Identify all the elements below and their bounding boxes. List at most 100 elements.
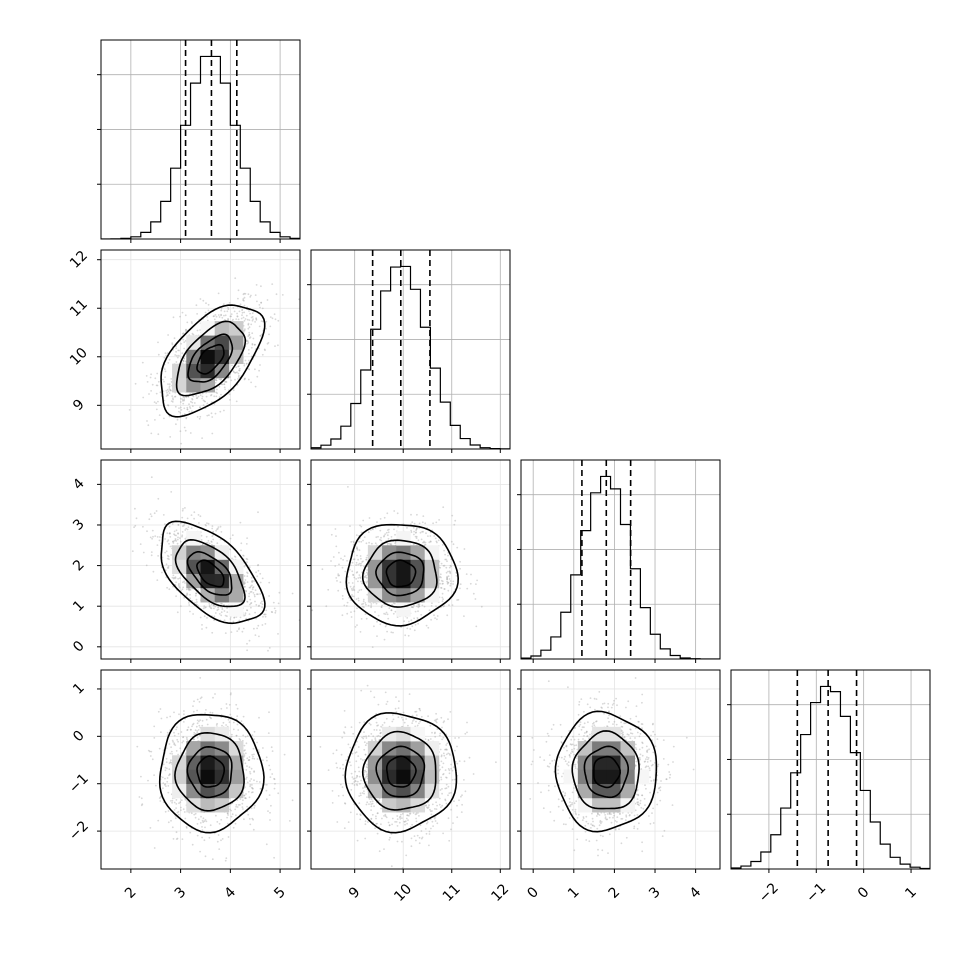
sample-point bbox=[205, 524, 208, 527]
sample-point bbox=[380, 606, 383, 609]
sample-point bbox=[237, 376, 240, 378]
sample-point bbox=[337, 574, 340, 577]
sample-point bbox=[355, 578, 357, 580]
sample-point bbox=[366, 569, 368, 571]
sample-point bbox=[359, 555, 362, 557]
sample-point bbox=[332, 556, 335, 558]
panel-frame bbox=[520, 459, 721, 660]
sample-point bbox=[244, 359, 247, 362]
sample-point bbox=[185, 594, 188, 597]
sample-point bbox=[269, 776, 272, 778]
sample-point bbox=[175, 423, 177, 426]
sample-point bbox=[184, 429, 187, 432]
sample-point bbox=[186, 321, 189, 324]
density-bin bbox=[214, 321, 230, 336]
sample-point bbox=[224, 314, 227, 317]
sample-point bbox=[425, 624, 428, 627]
sample-point bbox=[248, 319, 251, 321]
sample-point bbox=[216, 609, 219, 612]
sample-point bbox=[271, 317, 274, 320]
sample-point bbox=[135, 517, 138, 520]
sample-point bbox=[362, 539, 364, 542]
sample-point bbox=[346, 559, 348, 562]
sample-point bbox=[218, 316, 221, 318]
sample-point bbox=[181, 332, 184, 335]
sample-point bbox=[160, 717, 163, 720]
sample-point bbox=[166, 567, 169, 569]
sample-point bbox=[343, 555, 346, 557]
sample-point bbox=[245, 314, 248, 317]
sample-point bbox=[251, 817, 254, 820]
sample-point bbox=[415, 531, 417, 534]
sample-point bbox=[179, 411, 182, 414]
sample-point bbox=[210, 541, 213, 543]
sample-point bbox=[241, 806, 244, 808]
sample-point bbox=[381, 604, 383, 607]
sample-point bbox=[173, 742, 176, 745]
sample-point bbox=[365, 581, 368, 584]
sample-point bbox=[245, 363, 248, 365]
sample-point bbox=[475, 583, 477, 585]
sample-point bbox=[232, 318, 234, 321]
sample-point bbox=[344, 588, 346, 590]
sample-point bbox=[159, 391, 162, 394]
sample-point bbox=[206, 617, 208, 619]
sample-point bbox=[288, 820, 291, 822]
sample-point bbox=[157, 433, 160, 436]
sample-point bbox=[253, 593, 256, 596]
sample-point bbox=[379, 538, 381, 541]
sample-point bbox=[182, 721, 185, 723]
sample-point bbox=[238, 369, 240, 372]
sample-point bbox=[379, 518, 382, 520]
sample-point bbox=[239, 616, 242, 619]
sample-point bbox=[206, 522, 208, 524]
sample-point bbox=[442, 605, 445, 608]
sample-point bbox=[406, 627, 409, 630]
sample-point bbox=[246, 571, 248, 574]
sample-point bbox=[446, 575, 448, 578]
sample-point bbox=[181, 311, 184, 314]
sample-point bbox=[133, 526, 136, 529]
sample-point bbox=[201, 397, 204, 400]
sample-point bbox=[223, 386, 226, 389]
sample-point bbox=[384, 625, 387, 628]
sample-point bbox=[441, 580, 444, 583]
sample-point bbox=[248, 818, 251, 820]
sample-point bbox=[365, 558, 368, 561]
sample-point bbox=[179, 540, 182, 543]
sample-point bbox=[184, 507, 186, 509]
sample-point bbox=[162, 763, 165, 766]
density-bin bbox=[200, 321, 216, 336]
sample-point bbox=[446, 560, 448, 563]
sample-point bbox=[156, 579, 159, 581]
sample-point bbox=[229, 376, 232, 378]
sample-point bbox=[365, 571, 368, 574]
sample-point bbox=[406, 617, 409, 619]
sample-point bbox=[175, 581, 178, 584]
sample-point bbox=[176, 611, 179, 614]
sample-point bbox=[365, 574, 367, 577]
sample-point bbox=[199, 719, 202, 722]
sample-point bbox=[447, 570, 449, 573]
sample-point bbox=[258, 781, 261, 783]
sample-point bbox=[242, 799, 244, 802]
sample-point bbox=[226, 707, 228, 709]
sample-point bbox=[249, 603, 251, 606]
sample-point bbox=[361, 582, 363, 585]
sample-point bbox=[196, 709, 199, 712]
sample-point bbox=[196, 601, 198, 603]
sample-point bbox=[216, 388, 218, 391]
sample-point bbox=[212, 604, 215, 607]
sample-point bbox=[240, 542, 243, 545]
sample-point bbox=[254, 600, 256, 603]
sample-point bbox=[205, 535, 208, 538]
sample-point bbox=[244, 797, 246, 799]
sample-point bbox=[249, 586, 252, 589]
sample-point bbox=[172, 574, 175, 577]
sample-point bbox=[363, 565, 365, 568]
sample-point bbox=[193, 700, 195, 703]
sample-point bbox=[281, 294, 284, 296]
sample-point bbox=[191, 397, 194, 400]
sample-point bbox=[177, 536, 179, 539]
sample-point bbox=[210, 412, 213, 415]
